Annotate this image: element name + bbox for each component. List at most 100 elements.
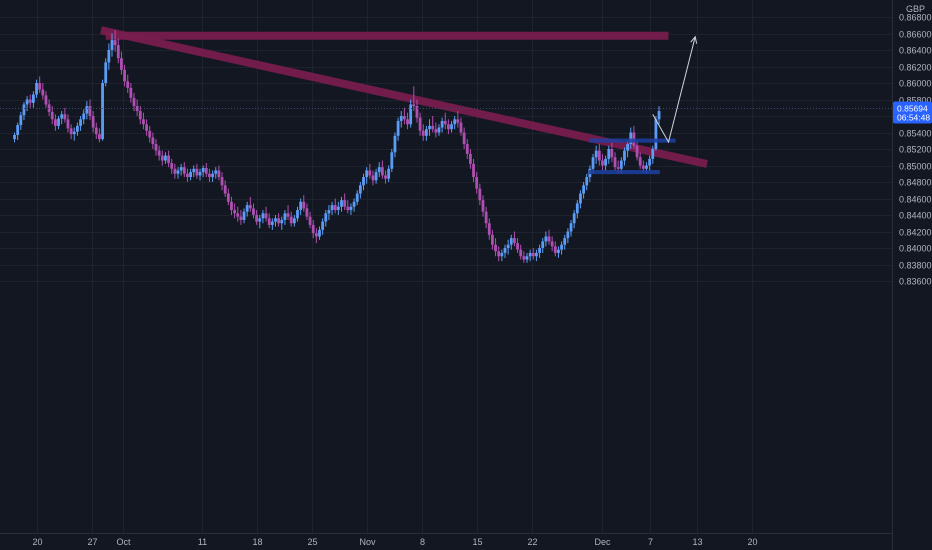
candle-body — [79, 119, 82, 126]
candle-body — [57, 118, 60, 126]
candle-body — [66, 119, 70, 129]
time-tick-label: 20 — [747, 537, 757, 547]
time-tick-label: 25 — [307, 537, 317, 547]
candle-body — [607, 149, 611, 159]
candle-body — [135, 106, 139, 112]
candle-body — [368, 170, 372, 176]
price-tick-label: 0.84400 — [899, 211, 932, 221]
candle-body — [145, 124, 148, 131]
candle-body — [120, 58, 123, 70]
candle-body — [519, 249, 523, 257]
candle-body — [409, 104, 413, 125]
candle-body — [274, 218, 277, 222]
candle-body — [447, 124, 450, 130]
candle-body — [186, 173, 189, 178]
candle-body — [538, 248, 541, 253]
price-tick-label: 0.84600 — [899, 195, 932, 205]
candle-body — [553, 246, 557, 253]
candle-body — [173, 168, 177, 174]
candle-body — [406, 119, 409, 125]
candle-body — [434, 129, 438, 133]
candle-body — [189, 172, 192, 178]
time-tick-label: 11 — [198, 537, 207, 547]
candle-body — [198, 172, 202, 176]
candle-body — [604, 158, 608, 166]
candle-body — [503, 248, 507, 253]
grid — [0, 0, 892, 533]
candles — [13, 30, 661, 263]
candle-body — [582, 185, 585, 194]
candle-body — [25, 99, 29, 105]
zones[interactable] — [589, 138, 676, 175]
candle-body — [13, 134, 16, 140]
candle-body — [497, 251, 501, 257]
time-axis[interactable]: 20 27 Oct 11 18 25 Nov 8 15 22 Dec 7 13 20 — [32, 537, 757, 547]
candle-body — [252, 208, 255, 215]
projection-path[interactable] — [652, 35, 698, 144]
price-tick-label: 0.83600 — [899, 277, 932, 287]
candle-body — [167, 155, 170, 164]
candle-body — [572, 213, 576, 224]
candle-body — [50, 111, 54, 120]
candle-body — [160, 155, 164, 161]
candle-body — [349, 206, 353, 211]
candle-body — [399, 116, 403, 121]
candle-body — [563, 238, 567, 245]
candle-body — [327, 210, 331, 214]
candle-body — [311, 224, 315, 234]
candle-body — [217, 170, 221, 178]
candle-body — [415, 106, 419, 118]
candle-body — [629, 132, 633, 145]
candle-body — [292, 218, 296, 224]
candle-body — [500, 252, 504, 257]
candle-body — [289, 216, 293, 224]
candle-body — [107, 50, 111, 63]
candle-body — [248, 205, 252, 209]
price-tick-label: 0.86400 — [899, 46, 932, 56]
candle-body — [242, 211, 246, 220]
candle-body — [192, 168, 196, 173]
candle-body — [280, 219, 284, 224]
candle-body — [585, 177, 589, 186]
price-axis[interactable]: 0.86800 0.86600 0.86400 0.86200 0.86000 0.858… — [899, 13, 932, 287]
price-tick-label: 0.84000 — [899, 244, 932, 254]
time-tick-label: Oct — [116, 537, 131, 547]
candle-body — [472, 163, 475, 178]
candle-body — [387, 168, 391, 179]
candle-body — [28, 99, 32, 103]
candle-body — [296, 210, 299, 219]
candle-body — [481, 200, 485, 212]
candle-body — [132, 97, 136, 107]
time-tick-label: 8 — [420, 537, 425, 547]
price-tick-label: 0.85000 — [899, 162, 932, 172]
candle-body — [16, 125, 20, 135]
candle-body — [164, 155, 167, 161]
candle-body — [154, 144, 158, 151]
price-tick-label: 0.86600 — [899, 30, 932, 40]
candle-body — [396, 120, 400, 136]
candle-body — [657, 111, 661, 120]
candle-body — [318, 229, 321, 237]
candle-body — [509, 238, 513, 245]
candle-body — [343, 200, 347, 207]
candle-body — [211, 173, 215, 178]
candle-body — [575, 203, 579, 214]
time-tick-label: 18 — [252, 537, 262, 547]
candle-body — [214, 170, 218, 174]
candle-body — [465, 144, 469, 154]
candle-body — [277, 218, 281, 224]
candle-body — [336, 206, 340, 211]
candle-body — [443, 120, 447, 125]
candle-body — [594, 150, 598, 158]
candle-body — [138, 111, 142, 120]
candle-body — [371, 175, 375, 181]
price-tick-label: 0.86000 — [899, 79, 932, 89]
candle-body — [302, 201, 306, 209]
candle-body — [541, 241, 545, 248]
candle-body — [431, 125, 435, 130]
candle-body — [651, 149, 655, 159]
candle-body — [233, 210, 237, 214]
candle-body — [63, 114, 67, 120]
candle-body — [459, 122, 463, 133]
